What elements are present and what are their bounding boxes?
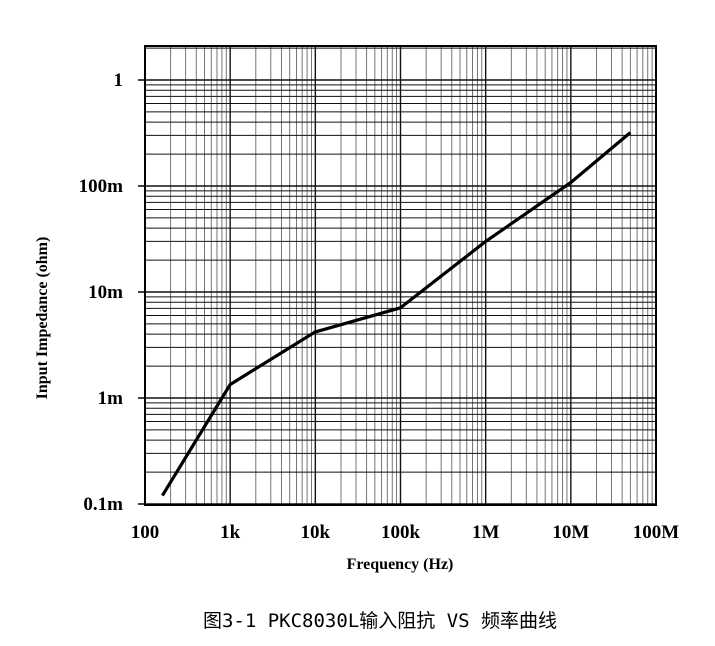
x-tick-label: 10M [552,522,589,543]
x-tick-label: 1M [472,522,500,543]
y-tick-label: 10m [88,282,123,303]
y-axis-label: Input Impedance (ohm) [34,237,51,400]
y-tick-label: 1m [98,388,124,409]
x-axis-ticks: 100 1k 10k 100k 1M 10M 100M [131,522,680,543]
y-tick-label: 0.1m [83,494,123,515]
impedance-curve [161,131,632,497]
x-tick-label: 100 [131,522,160,543]
figure-caption: 图3-1 PKC8030L输入阻抗 VS 频率曲线 [203,610,557,632]
grid [144,46,656,505]
y-tick-label: 1 [114,70,124,91]
y-axis-ticks: 0.1m 1m 10m 100m 1 [79,70,145,515]
y-tick-label: 100m [79,176,124,197]
x-tick-label: 100k [381,522,421,543]
series-lines [161,131,632,497]
x-tick-label: 100M [633,522,680,543]
plot-frame [144,45,657,506]
x-tick-label: 1k [220,522,241,543]
x-axis-label: Frequency (Hz) [347,556,454,573]
x-tick-label: 10k [301,522,331,543]
